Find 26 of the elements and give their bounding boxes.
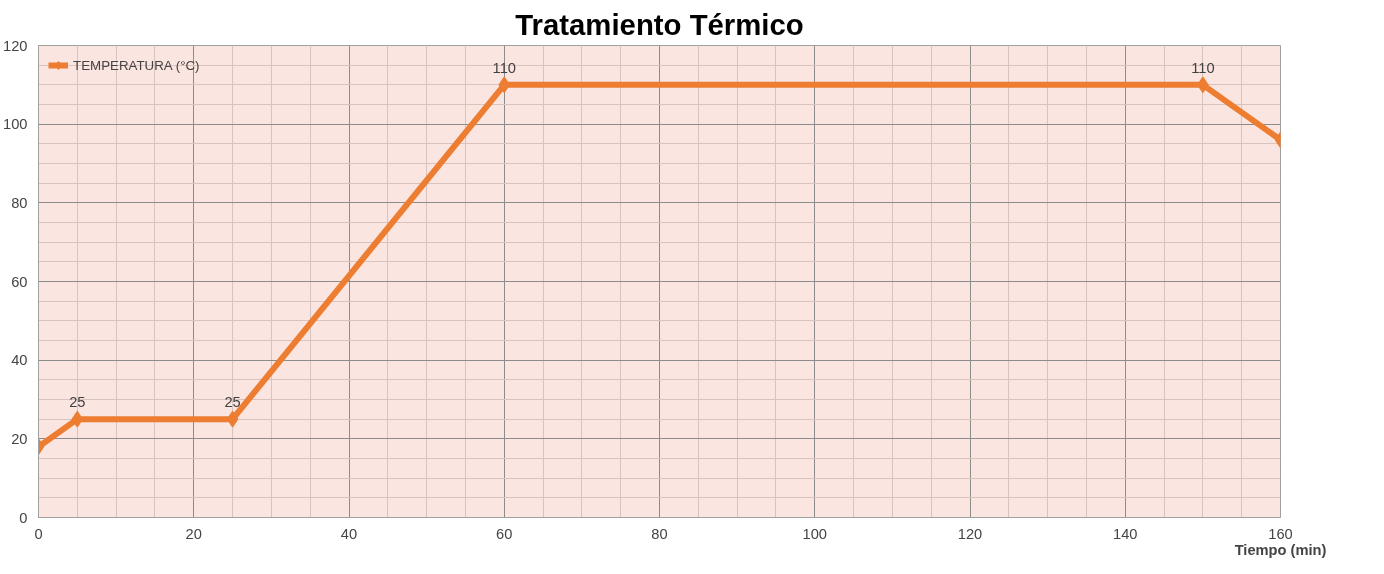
point (71, 410, 84, 428)
data-label: 25 (224, 394, 241, 411)
x-tick-label: 60 (496, 525, 513, 542)
legend-label: TEMPERATURA (°C) (73, 57, 200, 73)
point (226, 410, 239, 428)
y-tick-label: 120 (3, 37, 28, 54)
x-tick-label: 100 (802, 525, 827, 542)
y-tick-label: 100 (3, 116, 28, 133)
y-tick-label: 20 (11, 430, 28, 447)
chart-title: Tratamiento Térmico (515, 7, 804, 41)
x-axis-title: Tiempo (min) (1234, 541, 1327, 558)
data-label: 110 (1191, 59, 1215, 76)
x-tick-label: 140 (1113, 525, 1138, 542)
x-tick-label: 160 (1268, 525, 1293, 542)
y-tick-label: 80 (11, 194, 28, 211)
x-tick-label: 80 (651, 525, 668, 542)
x-tick-label: 40 (340, 525, 358, 542)
point (498, 76, 511, 94)
x-tick-label: 0 (34, 525, 43, 542)
y-tick-label: 0 (19, 509, 28, 526)
x-tick-label: 120 (957, 525, 983, 542)
data-label: 25 (69, 394, 86, 411)
y-tick-label: 40 (11, 352, 28, 369)
x-tick-label: 20 (185, 525, 202, 542)
y-tick-label: 60 (11, 273, 28, 290)
data-label: 110 (492, 59, 516, 76)
